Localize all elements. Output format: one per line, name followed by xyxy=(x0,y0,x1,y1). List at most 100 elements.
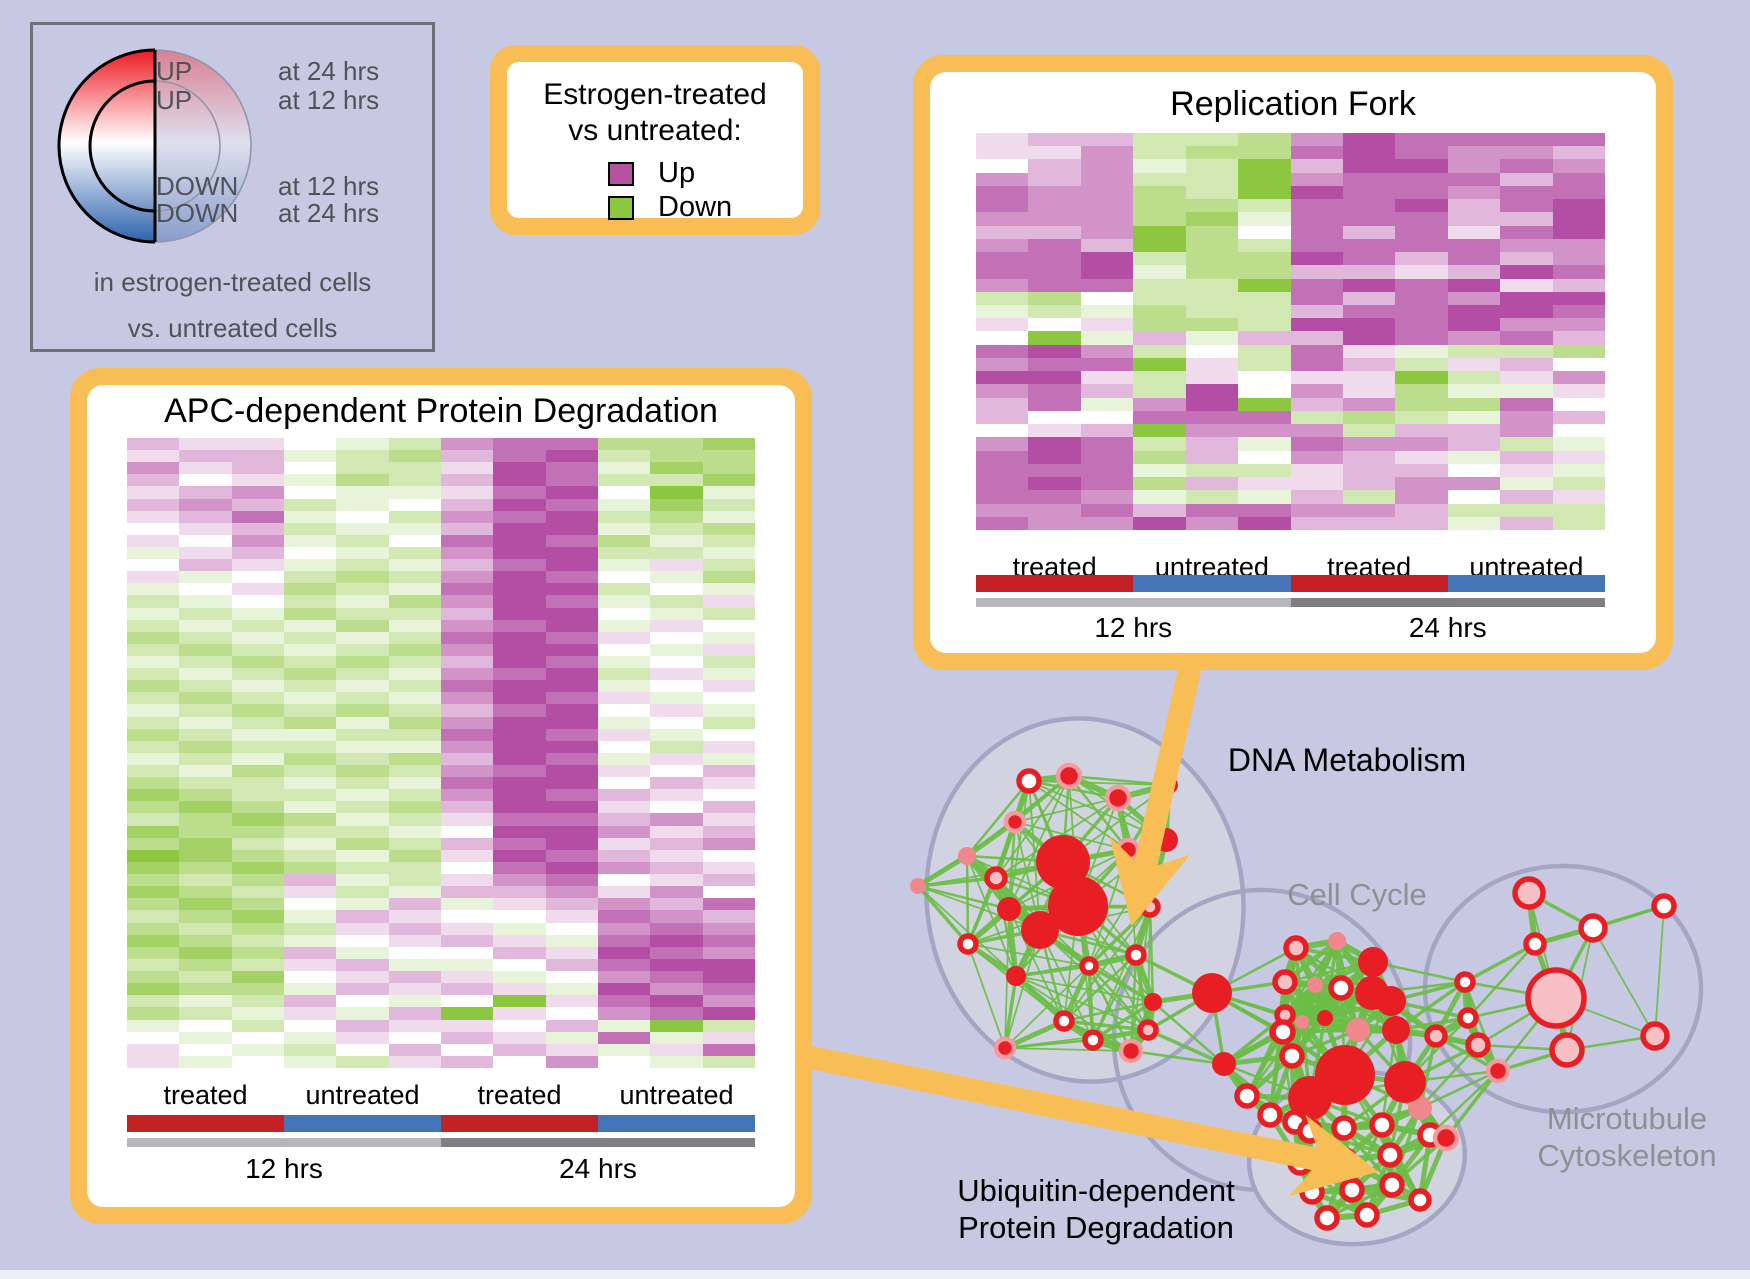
heatmap-cell xyxy=(1500,384,1553,398)
heatmap-cell xyxy=(336,655,389,669)
network-edge xyxy=(1301,991,1373,1024)
heatmap-cell xyxy=(650,534,703,547)
heatmap-cell xyxy=(283,849,337,862)
heatmap-cell xyxy=(493,438,546,451)
heatmap-cell xyxy=(1342,424,1396,438)
heatmap-cell xyxy=(976,331,1029,345)
heatmap-cell xyxy=(1133,318,1186,332)
heatmap-cell xyxy=(231,534,284,547)
heatmap-cell xyxy=(127,438,180,451)
heatmap-cell xyxy=(1133,199,1186,213)
network-node xyxy=(1257,1102,1283,1128)
network-edge xyxy=(1370,992,1407,1083)
network-edge xyxy=(1308,1017,1327,1099)
heatmap-cell xyxy=(597,874,651,887)
network-edge xyxy=(1339,986,1398,1032)
network-edge xyxy=(1211,991,1281,1034)
network-edge xyxy=(1280,983,1318,1034)
network-edge xyxy=(1279,1028,1359,1034)
time-label: 24 hrs xyxy=(1408,612,1487,643)
heatmap-cell xyxy=(597,764,651,778)
network-edge xyxy=(1060,861,1081,907)
network-edge xyxy=(1429,1070,1499,1136)
heatmap-cell xyxy=(388,813,441,826)
network-edge xyxy=(1284,979,1342,991)
heatmap-cell xyxy=(440,583,494,596)
heatmap-cell xyxy=(545,1055,598,1068)
heatmap-cell xyxy=(283,522,337,535)
heatmap-cell xyxy=(336,1019,389,1032)
heatmap-cell xyxy=(545,486,598,499)
heatmap-cell xyxy=(1342,503,1396,517)
network-edge xyxy=(1300,985,1343,1025)
heatmap-cell xyxy=(493,995,546,1008)
heatmap-cell xyxy=(336,571,389,584)
heatmap-cell xyxy=(336,801,389,814)
network-edge xyxy=(1326,1212,1368,1221)
heatmap-cell xyxy=(231,728,284,741)
network-edge xyxy=(1311,983,1329,1020)
heatmap-cell xyxy=(1447,212,1501,226)
network-edge xyxy=(1007,906,1042,933)
heatmap-cell xyxy=(1133,397,1186,411)
heatmap-cell xyxy=(1238,384,1291,398)
heatmap-cell xyxy=(179,1031,232,1044)
network-edge xyxy=(1477,1043,1568,1052)
network-edge xyxy=(1014,974,1066,1023)
network-edge xyxy=(1339,987,1347,1076)
network-edge xyxy=(1077,905,1154,1003)
network-edge xyxy=(1348,1188,1371,1217)
heatmap-cell xyxy=(231,886,284,899)
heatmap-cell xyxy=(650,983,703,996)
heatmap-cell xyxy=(597,486,651,499)
heatmap-cell xyxy=(1133,252,1186,266)
heatmap-cell xyxy=(976,516,1029,530)
network-edge xyxy=(1063,1000,1154,1023)
heatmap-cell xyxy=(388,1007,441,1020)
heatmap-cell xyxy=(650,498,703,511)
heatmap-cell xyxy=(545,983,598,996)
down-label: Down xyxy=(658,191,733,223)
heatmap-cell xyxy=(127,910,180,923)
network-edge xyxy=(1311,1183,1393,1194)
heatmap-cell xyxy=(1500,424,1553,438)
heatmap-cell xyxy=(702,510,755,523)
heatmap-cell xyxy=(127,874,180,887)
heatmap-cell xyxy=(702,874,755,887)
network-node xyxy=(1307,977,1323,993)
network-edge xyxy=(1280,981,1288,1033)
network-edge xyxy=(1297,1161,1330,1220)
heatmap-cell xyxy=(493,801,546,814)
heatmap-cell xyxy=(1185,397,1239,411)
heatmap-cell xyxy=(127,571,180,584)
heatmap-cell xyxy=(440,571,494,584)
heatmap-cell xyxy=(1395,238,1448,253)
network-edge xyxy=(1267,1055,1295,1116)
network-edge xyxy=(967,943,1006,1049)
network-edge xyxy=(1528,892,1557,999)
heatmap-cell xyxy=(1342,410,1396,425)
network-edge xyxy=(1284,978,1316,989)
heatmap-cell xyxy=(702,861,755,874)
heatmap-cell xyxy=(545,886,598,899)
heatmap-cell xyxy=(702,764,755,778)
network-edge xyxy=(1380,1029,1398,1126)
network-edge xyxy=(1298,1160,1354,1193)
network-edge xyxy=(1038,861,1065,931)
heatmap-cell xyxy=(179,583,232,596)
heatmap-cell xyxy=(179,995,232,1008)
heatmap-cell xyxy=(440,607,494,620)
heatmap-cell xyxy=(545,704,598,717)
network-edge xyxy=(917,876,997,888)
network-node xyxy=(1408,1096,1432,1120)
heatmap-cell xyxy=(127,752,180,765)
heatmap-cell xyxy=(440,740,494,753)
heatmap-cell xyxy=(702,680,755,693)
heatmap-cell xyxy=(179,777,232,790)
heatmap-cell xyxy=(597,910,651,923)
heatmap-cell xyxy=(597,825,651,838)
network-edge xyxy=(1147,991,1213,1032)
treatment-bar-segment xyxy=(127,1115,284,1132)
heatmap-cell xyxy=(283,668,337,681)
time-bar-segment xyxy=(976,598,1291,607)
